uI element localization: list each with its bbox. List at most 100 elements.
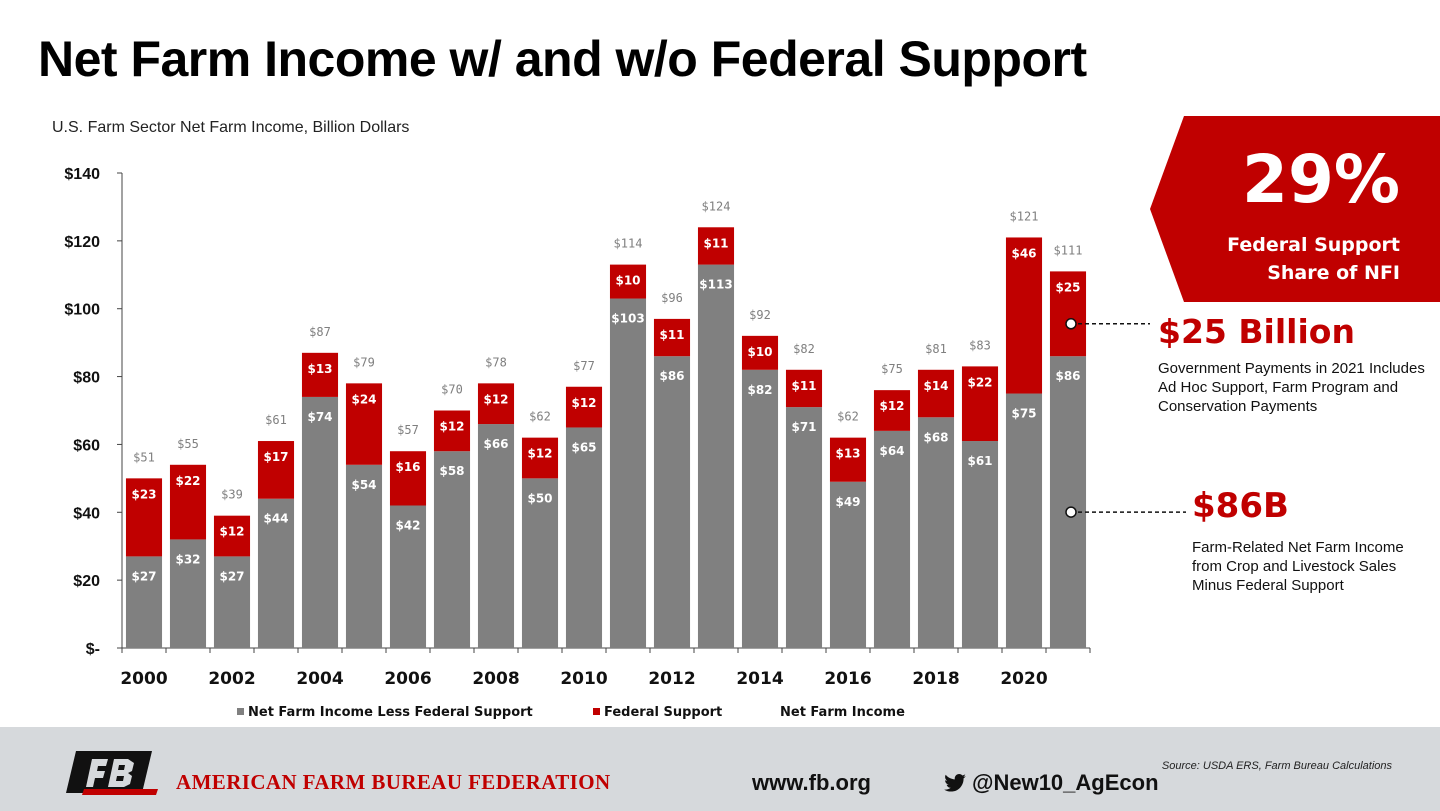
y-tick-label: $40 [73,505,100,522]
data-label-federal-support: $12 [219,525,244,539]
callout-dot-federal-support [1065,318,1077,330]
data-label-net-less-support: $66 [483,437,508,451]
bar-federal-support [873,390,911,431]
bar-net-less-support [565,427,603,648]
data-label-total: $114 [614,237,643,251]
bar-net-less-support [257,498,295,648]
bar-net-less-support [301,396,339,648]
data-label-federal-support: $12 [879,399,904,413]
data-label-net-less-support: $74 [307,410,332,424]
share-label-line1: Federal Support [1227,234,1400,256]
y-tick-label: $- [86,641,100,658]
data-label-federal-support: $25 [1055,280,1080,294]
data-label-net-less-support: $44 [263,512,288,526]
bar-federal-support [477,383,515,425]
bar-federal-support [653,318,691,357]
legend-swatch-net-less-support [237,708,244,715]
twitter-bird-icon [944,774,966,792]
bar-federal-support [345,383,383,465]
data-label-net-less-support: $61 [967,454,992,468]
y-tick-label: $80 [73,370,100,387]
bar-net-less-support [785,407,823,648]
data-label-total: $87 [309,325,331,339]
data-label-federal-support: $12 [527,447,552,461]
twitter-handle[interactable]: @New10_AgEcon [944,770,1159,796]
data-label-total: $77 [573,359,595,373]
bar-net-less-support [609,298,647,648]
data-label-net-less-support: $50 [527,491,552,505]
data-label-federal-support: $16 [395,460,420,474]
bar-federal-support [389,451,427,506]
bar-federal-support [1005,237,1043,394]
data-label-total: $92 [749,308,771,322]
data-label-total: $81 [925,342,947,356]
data-label-net-less-support: $86 [659,369,684,383]
data-label-federal-support: $24 [351,392,376,406]
y-tick-label: $20 [73,573,100,590]
data-label-total: $111 [1054,243,1083,257]
bar-federal-support [785,369,823,408]
bar-net-less-support [653,356,691,648]
data-label-federal-support: $13 [307,362,332,376]
data-label-total: $39 [221,488,243,502]
bar-federal-support [741,335,779,370]
share-percent: 29% [1242,141,1400,218]
data-label-federal-support: $12 [439,420,464,434]
data-label-net-less-support: $27 [219,569,244,583]
data-label-total: $75 [881,362,903,376]
data-label-federal-support: $10 [747,345,772,359]
bar-federal-support [565,386,603,428]
bar-net-less-support [697,264,735,648]
bar-net-less-support [873,430,911,648]
chart-subtitle: U.S. Farm Sector Net Farm Income, Billio… [52,119,410,136]
x-tick-label: 2020 [1000,669,1047,689]
website-link[interactable]: www.fb.org [752,770,871,795]
bar-net-less-support [741,369,779,648]
data-label-net-less-support: $49 [835,495,860,509]
source-note: Source: USDA ERS, Farm Bureau Calculatio… [1161,760,1392,772]
data-label-net-less-support: $71 [791,420,816,434]
data-label-federal-support: $10 [615,274,640,288]
data-label-net-less-support: $27 [131,569,156,583]
data-label-net-less-support: $75 [1011,407,1036,421]
footer-bar [0,727,1440,811]
data-label-total: $83 [969,338,991,352]
data-label-federal-support: $22 [175,474,200,488]
y-tick-label: $140 [64,166,100,183]
x-tick-label: 2018 [912,669,959,689]
y-tick-label: $60 [73,437,100,454]
data-label-federal-support: $11 [659,328,684,342]
bar-federal-support [213,515,251,557]
bar-federal-support [257,441,295,499]
y-tick-label: $100 [64,302,100,319]
bar-federal-support [1049,271,1087,357]
x-tick-label: 2012 [648,669,695,689]
x-tick-label: 2002 [208,669,255,689]
share-label-line2: Share of NFI [1267,262,1400,284]
data-label-total: $78 [485,355,507,369]
x-tick-label: 2010 [560,669,607,689]
annotation-farm-income: $86B Farm-Related Net Farm Income from C… [1192,486,1412,595]
bar-federal-support [433,410,471,452]
legend-label-net-farm-income: Net Farm Income [780,705,905,720]
bar-federal-support [301,352,339,397]
bar-net-less-support [1005,393,1043,648]
data-label-federal-support: $46 [1011,246,1036,260]
bar-net-less-support [961,441,999,648]
data-label-federal-support: $17 [263,450,288,464]
annotation-federal-support-text: Government Payments in 2021 Includes Ad … [1158,360,1425,415]
badge-shape [1150,116,1440,302]
share-badge: 29% Federal Support Share of NFI [1150,116,1440,302]
bar-net-less-support [477,424,515,648]
legend-label-net-less-support: Net Farm Income Less Federal Support [248,705,533,720]
annotation-farm-income-text: Farm-Related Net Farm Income from Crop a… [1192,539,1404,594]
data-label-total: $82 [793,342,815,356]
data-label-net-less-support: $58 [439,464,464,478]
annotation-federal-support: $25 Billion Government Payments in 2021 … [1158,312,1428,416]
data-label-net-less-support: $103 [611,312,644,326]
fb-logo [66,751,158,795]
bar-net-less-support [213,556,251,648]
callout-dot-farm-income [1065,506,1077,518]
bar-federal-support [917,369,955,418]
data-label-total: $57 [397,423,419,437]
